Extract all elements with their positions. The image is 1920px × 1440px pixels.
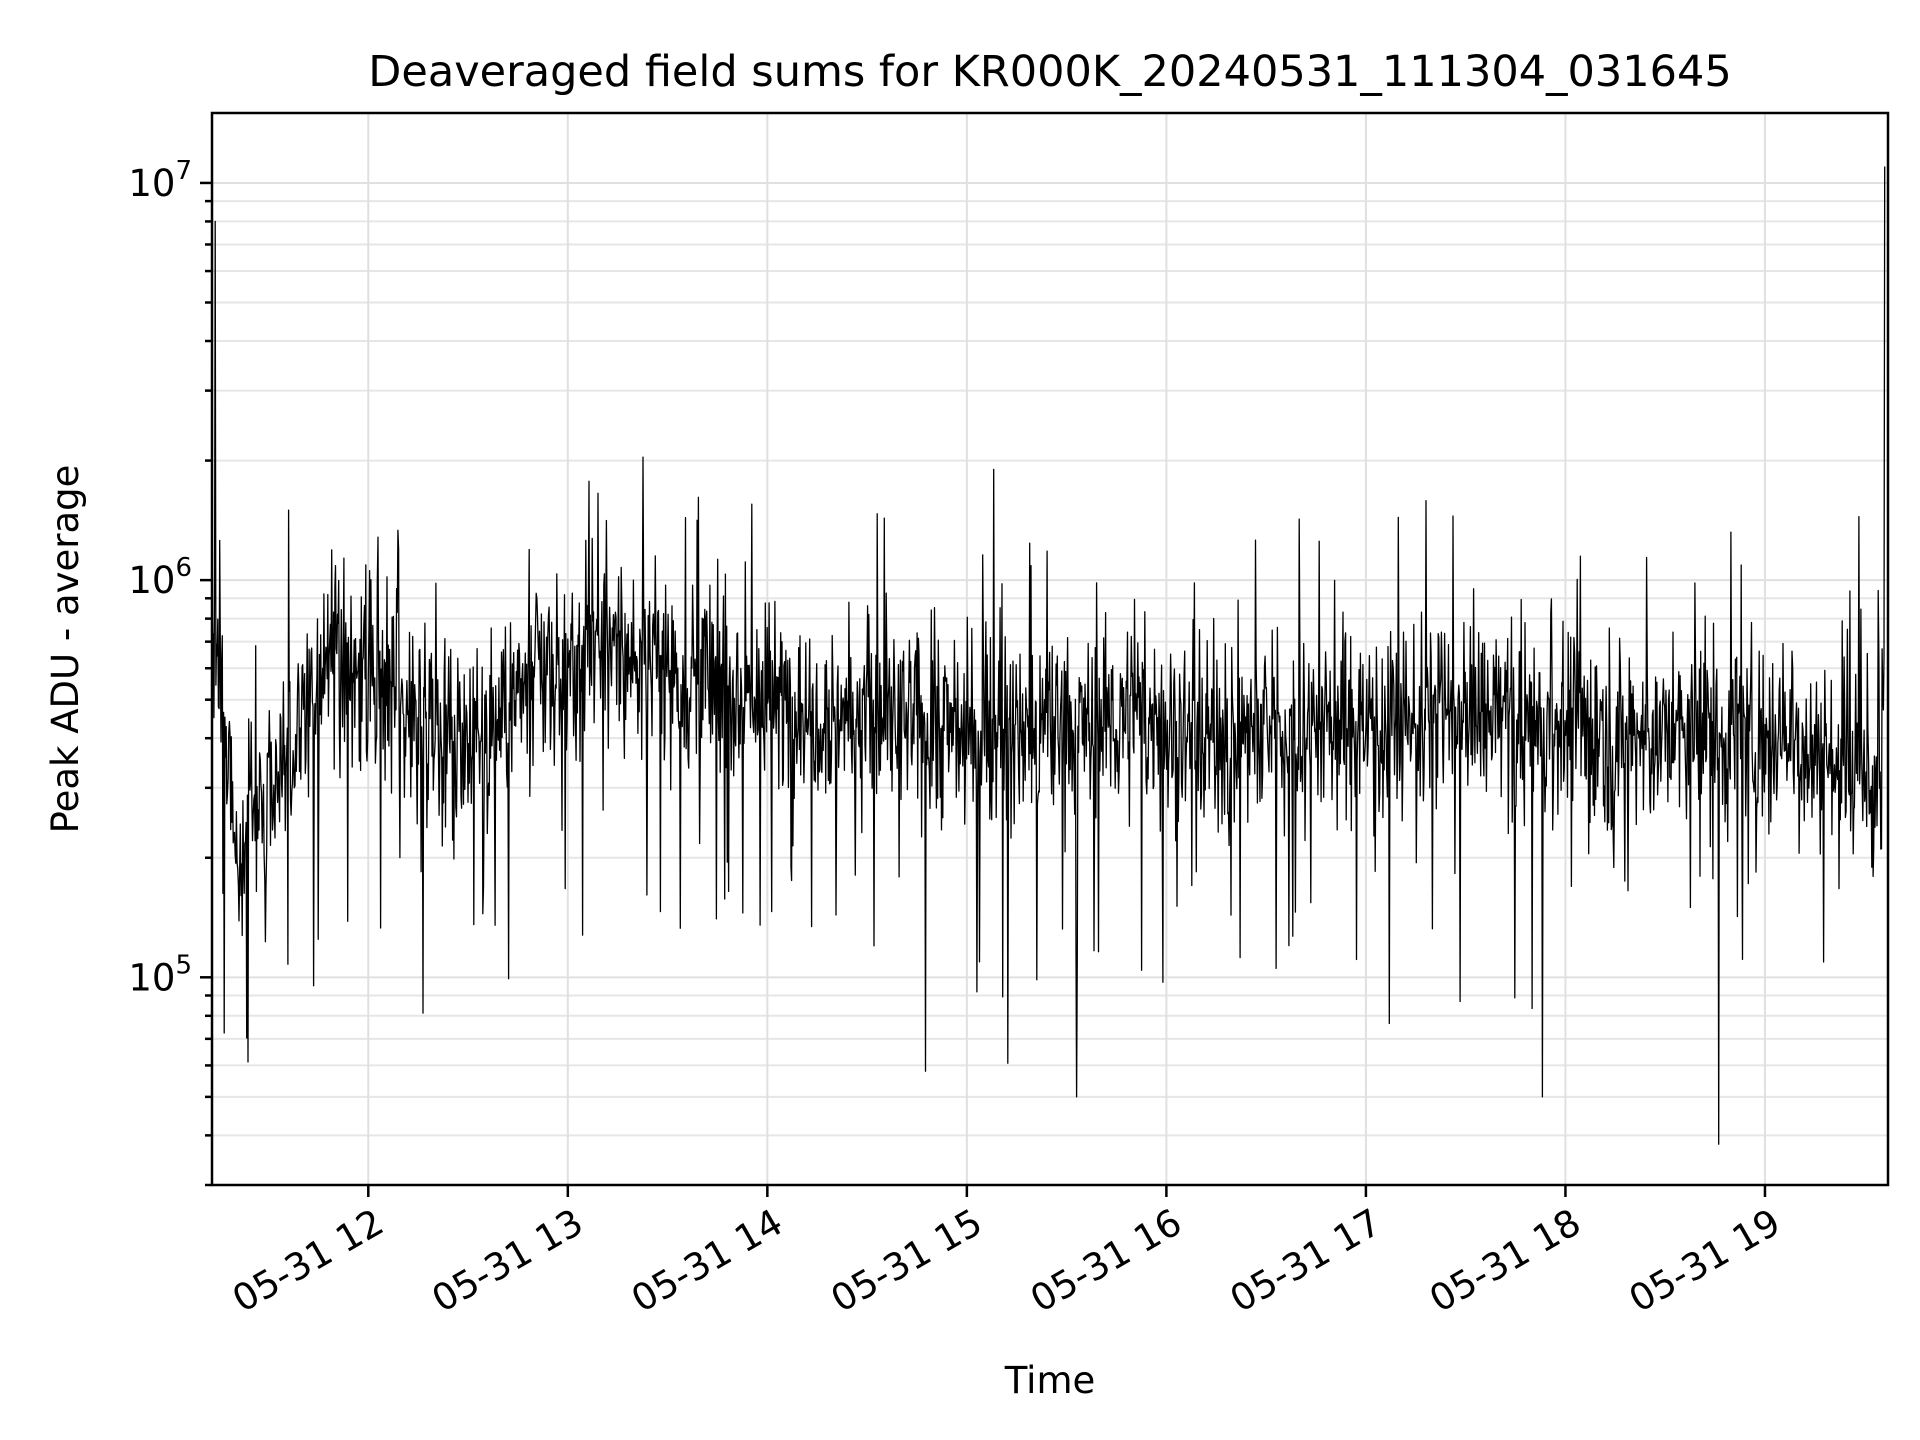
x-tick-label: 05-31 19 — [1622, 1201, 1788, 1321]
plot-frame — [210, 111, 1890, 1187]
x-axis-label: Time — [1004, 1359, 1096, 1402]
x-tick-label: 05-31 18 — [1422, 1201, 1588, 1321]
x-tick-label: 05-31 13 — [425, 1201, 591, 1321]
x-tick-label: 05-31 12 — [225, 1201, 391, 1321]
x-tick-label: 05-31 17 — [1223, 1201, 1389, 1321]
x-tick-label: 05-31 15 — [824, 1201, 990, 1321]
y-tick-label: 106 — [128, 553, 192, 602]
series-layer — [211, 166, 1886, 1145]
x-axis: 05-31 12 05-31 13 05-31 14 05-31 15 05-31 16… — [225, 1185, 1787, 1321]
y-tick-label: 107 — [128, 156, 192, 205]
y-axis-label: Peak ADU - average — [44, 465, 87, 834]
grid-layer — [212, 113, 1888, 1186]
chart-title: Deaveraged field sums for KR000K_2024053… — [368, 47, 1731, 97]
series-line — [211, 166, 1886, 1145]
y-axis: 105 106 107 — [128, 156, 212, 1187]
x-tick-label: 05-31 16 — [1023, 1201, 1189, 1321]
y-tick-label: 105 — [128, 950, 192, 999]
x-tick-label: 05-31 14 — [624, 1201, 790, 1321]
